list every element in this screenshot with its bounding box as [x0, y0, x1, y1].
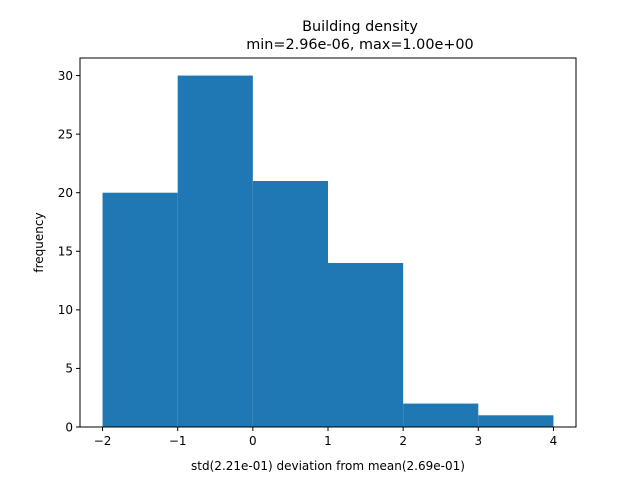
x-tick-label: 3: [474, 434, 482, 448]
y-axis-label: frequency: [32, 212, 46, 272]
x-tick-label: −2: [94, 434, 112, 448]
histogram-bar-2: [253, 181, 328, 427]
y-tick-label: 0: [65, 420, 73, 434]
y-tick-label: 15: [58, 245, 73, 259]
chart-subtitle: min=2.96e-06, max=1.00e+00: [246, 37, 473, 53]
x-tick-label: 0: [249, 434, 257, 448]
histogram-bar-5: [478, 415, 553, 427]
y-tick-label: 5: [65, 362, 73, 376]
x-tick-label: 1: [324, 434, 332, 448]
chart-title: Building density: [302, 19, 418, 35]
histogram-bar-4: [403, 404, 478, 427]
x-axis-label: std(2.21e-01) deviation from mean(2.69e-…: [191, 459, 465, 473]
histogram-bar-1: [178, 76, 253, 427]
y-tick-label: 30: [58, 69, 73, 83]
y-tick-label: 20: [58, 186, 73, 200]
x-tick-label: 4: [550, 434, 558, 448]
histogram-bar-0: [103, 193, 178, 427]
histogram-bar-3: [328, 263, 403, 427]
x-tick-label: −1: [169, 434, 187, 448]
y-tick-label: 25: [58, 127, 73, 141]
x-tick-label: 2: [399, 434, 407, 448]
y-tick-label: 10: [58, 303, 73, 317]
